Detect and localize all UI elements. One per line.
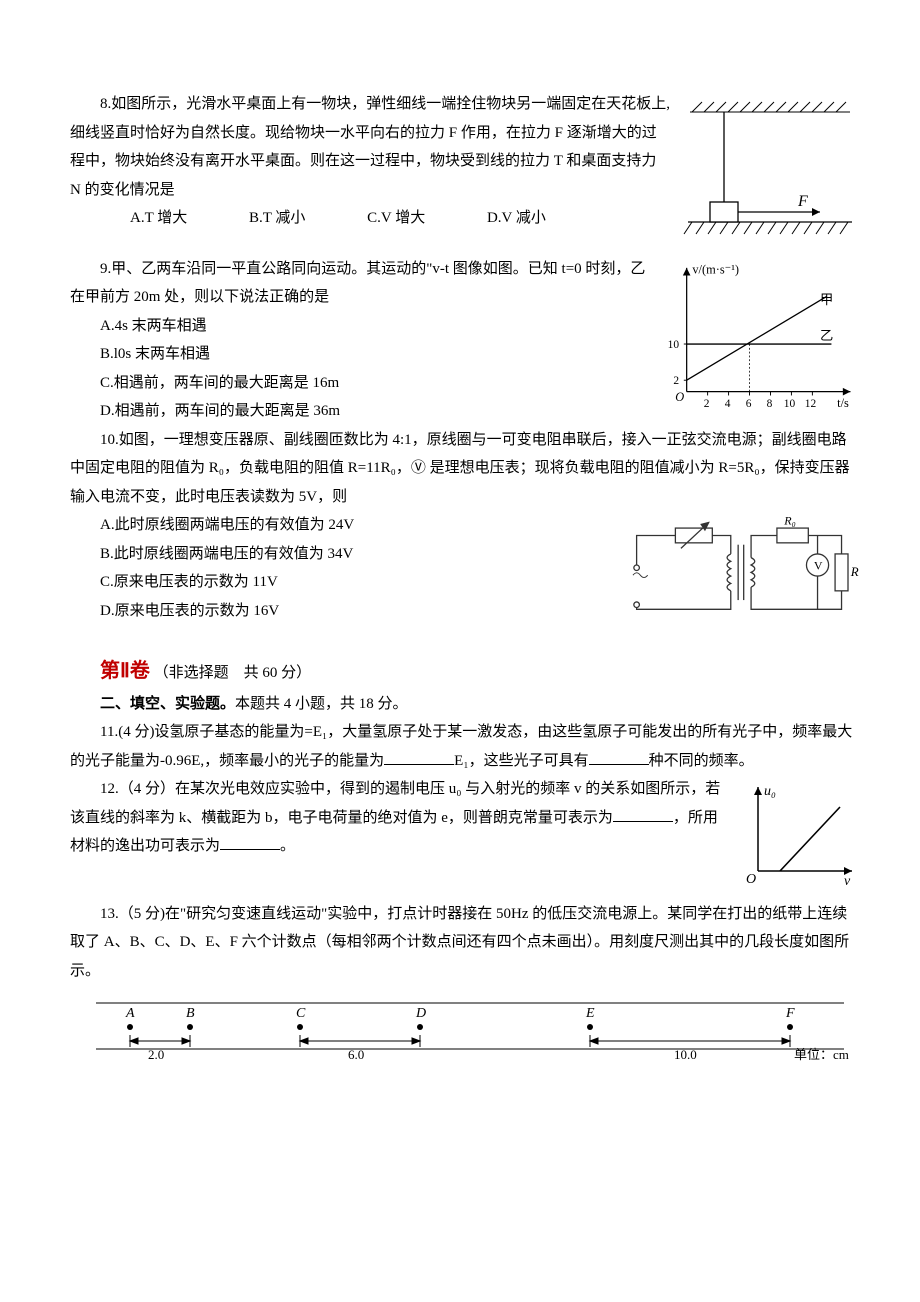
svg-text:B: B <box>186 1006 195 1021</box>
section2-main: 第Ⅱ卷 <box>100 660 150 682</box>
q12-blank1[interactable] <box>613 804 673 822</box>
q9-optD: D.相遇前，两车间的最大距离是 36m <box>70 397 650 426</box>
q9-optA: A.4s 末两车相遇 <box>70 312 650 341</box>
q12-svg: u₀ ν O <box>740 779 860 889</box>
svg-text:10: 10 <box>784 397 796 409</box>
q10-optB: B.此时原线圈两端电压的有效值为 34V <box>70 540 610 569</box>
svg-text:10: 10 <box>668 338 680 350</box>
svg-text:R₀: R₀ <box>783 517 796 527</box>
svg-text:O: O <box>675 390 684 404</box>
q9-optB: B.l0s 末两车相遇 <box>70 340 650 369</box>
section2-title: 第Ⅱ卷 （非选择题 共 60 分） <box>70 652 860 690</box>
q9-text-col: 9.甲、乙两车沿同一平直公路同向运动。其运动的"v-t 图像如图。已知 t=0 … <box>70 255 650 426</box>
svg-text:2: 2 <box>673 375 679 387</box>
q8-text-col: 8.如图所示，光滑水平桌面上有一物块，弹性细线一端拴住物块另一端固定在天花板上,… <box>70 90 670 233</box>
q12-figure: u₀ ν O <box>740 779 860 900</box>
q9-optC: C.相遇前，两车间的最大距离是 16m <box>70 369 650 398</box>
svg-text:2.0: 2.0 <box>148 1047 164 1062</box>
q13-text: 13.（5 分)在"研究匀变速直线运动"实验中，打点计时器接在 50Hz 的低压… <box>70 900 860 986</box>
svg-text:4: 4 <box>725 397 731 409</box>
svg-text:D: D <box>415 1006 426 1021</box>
q13-svg: A B C D E F 2 <box>90 993 850 1063</box>
q11: 11.(4 分)设氢原子基态的能量为=E₁，大量氢原子处于某一激发态，由这些氢原… <box>70 718 860 775</box>
q8-text: 8.如图所示，光滑水平桌面上有一物块，弹性细线一端拴住物块另一端固定在天花板上,… <box>70 90 670 204</box>
section2-heading-rest: 本题共 4 小题，共 18 分。 <box>235 696 408 712</box>
q13-figure: A B C D E F 2 <box>90 993 850 1074</box>
svg-text:R: R <box>850 564 859 579</box>
q10-svg: R₀ V R <box>620 517 860 637</box>
svg-text:u₀: u₀ <box>764 784 776 799</box>
q8-options: A.T 增大 B.T 减小 C.V 增大 D.V 减小 <box>70 204 670 233</box>
q12-row: 12.（4 分）在某次光电效应实验中，得到的遏制电压 u₀ 与入射光的频率 v … <box>70 775 860 900</box>
q8-optA: A.T 增大 <box>100 204 187 233</box>
q11-mid: E₁，这些光子可具有 <box>454 753 588 769</box>
q11-end: 种不同的频率。 <box>649 753 754 769</box>
svg-text:ν: ν <box>844 874 851 889</box>
svg-text:A: A <box>125 1006 135 1021</box>
q10-opts-col: A.此时原线圈两端电压的有效值为 24V B.此时原线圈两端电压的有效值为 34… <box>70 511 610 625</box>
q9-text: 9.甲、乙两车沿同一平直公路同向运动。其运动的"v-t 图像如图。已知 t=0 … <box>70 255 650 312</box>
svg-text:F: F <box>785 1006 795 1021</box>
svg-text:乙: 乙 <box>820 328 833 343</box>
q9-row: 9.甲、乙两车沿同一平直公路同向运动。其运动的"v-t 图像如图。已知 t=0 … <box>70 255 860 426</box>
q8-optD: D.V 减小 <box>457 204 546 233</box>
q11-blank2[interactable] <box>589 747 649 765</box>
section2-heading-bold: 二、填空、实验题。 <box>100 696 235 712</box>
q12: 12.（4 分）在某次光电效应实验中，得到的遏制电压 u₀ 与入射光的频率 v … <box>70 775 730 861</box>
svg-text:O: O <box>746 872 756 887</box>
q8-svg: F <box>680 94 860 244</box>
svg-text:C: C <box>296 1006 306 1021</box>
svg-text:6.0: 6.0 <box>348 1047 364 1062</box>
svg-text:单位：cm: 单位：cm <box>794 1047 849 1062</box>
q10-text: 10.如图，一理想变压器原、副线圈匝数比为 4:1，原线圈与一可变电阻串联后，接… <box>70 426 860 512</box>
q8-row: 8.如图所示，光滑水平桌面上有一物块，弹性细线一端拴住物块另一端固定在天花板上,… <box>70 90 860 255</box>
q10-optC: C.原来电压表的示数为 11V <box>70 568 610 597</box>
svg-text:8: 8 <box>767 397 773 409</box>
q9-xlabel: t/s <box>837 395 849 409</box>
q9-svg: v/(m·s⁻¹) t/s O 2 10 2 4 6 8 10 12 乙 甲 <box>660 257 860 412</box>
svg-text:12: 12 <box>805 397 817 409</box>
q12-end: 。 <box>280 838 295 854</box>
svg-text:2: 2 <box>704 397 710 409</box>
q8-figure: F <box>680 94 860 255</box>
svg-text:E: E <box>585 1006 595 1021</box>
svg-text:6: 6 <box>746 397 752 409</box>
section2-sub: （非选择题 共 60 分） <box>154 665 312 681</box>
q12-text-col: 12.（4 分）在某次光电效应实验中，得到的遏制电压 u₀ 与入射光的频率 v … <box>70 775 730 861</box>
q10-figure: R₀ V R <box>620 517 860 648</box>
q12-blank2[interactable] <box>220 833 280 851</box>
svg-text:甲: 甲 <box>820 292 833 307</box>
q9-figure: v/(m·s⁻¹) t/s O 2 10 2 4 6 8 10 12 乙 甲 <box>660 257 860 423</box>
q10-row: A.此时原线圈两端电压的有效值为 24V B.此时原线圈两端电压的有效值为 34… <box>70 511 860 648</box>
svg-text:10.0: 10.0 <box>674 1047 697 1062</box>
q8-optB: B.T 减小 <box>219 204 305 233</box>
q10-optD: D.原来电压表的示数为 16V <box>70 597 610 626</box>
section2-heading: 二、填空、实验题。本题共 4 小题，共 18 分。 <box>70 690 860 719</box>
q9-ylabel: v/(m·s⁻¹) <box>692 262 739 276</box>
q8-force-label: F <box>797 193 808 210</box>
q8-optC: C.V 增大 <box>337 204 425 233</box>
svg-text:V: V <box>814 559 823 573</box>
q11-blank1[interactable] <box>384 747 454 765</box>
q10-optA: A.此时原线圈两端电压的有效值为 24V <box>70 511 610 540</box>
